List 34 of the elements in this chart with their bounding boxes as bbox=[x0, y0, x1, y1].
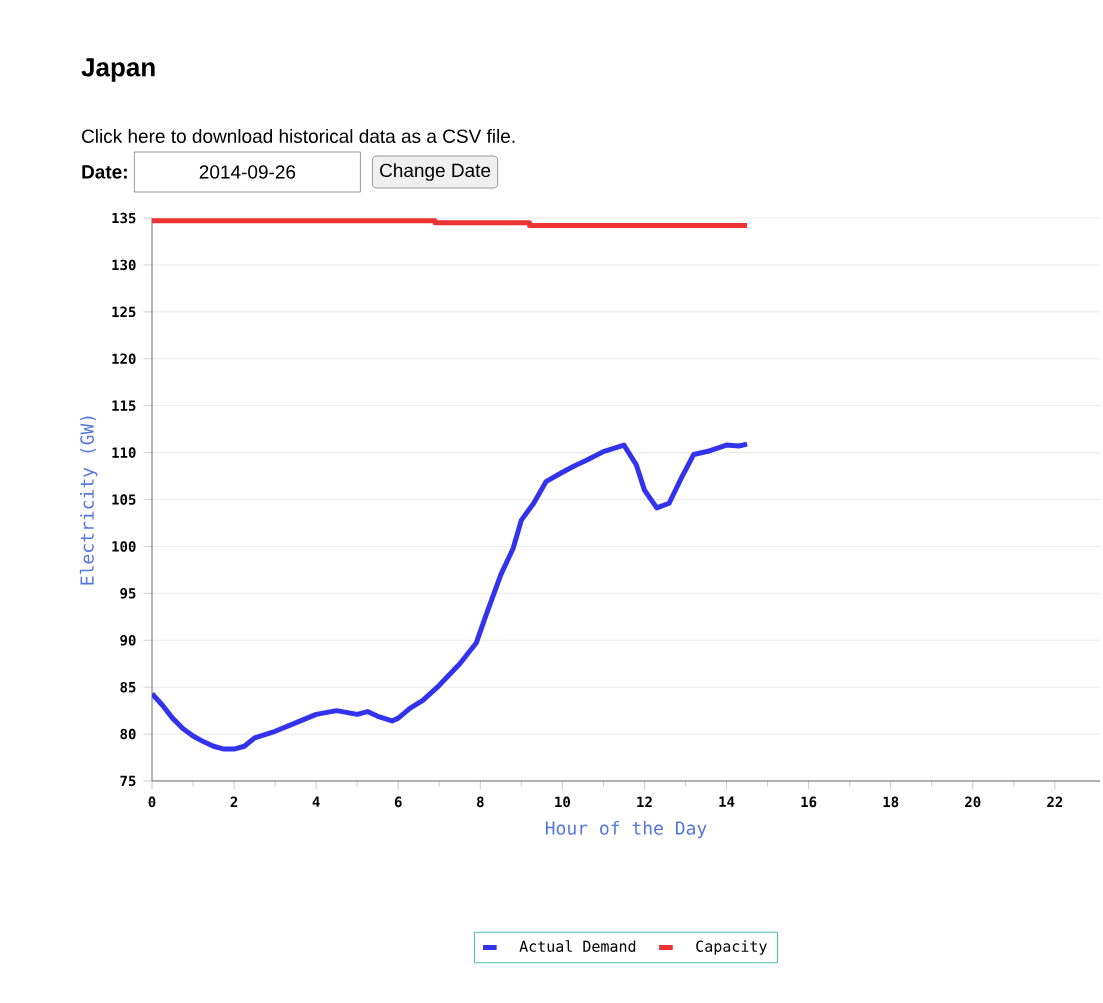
y-tick-label: 85 bbox=[120, 681, 136, 693]
x-tick-label: 6 bbox=[394, 796, 402, 808]
x-tick-label: 4 bbox=[312, 796, 320, 807]
y-tick-label: 105 bbox=[112, 494, 136, 505]
x-tick-label: 0 bbox=[148, 796, 156, 808]
y-tick-label: 80 bbox=[120, 728, 136, 740]
y-tick-label: 125 bbox=[112, 306, 136, 318]
y-tick-label: 100 bbox=[112, 541, 136, 552]
legend-label: Actual Demand bbox=[519, 940, 636, 952]
y-tick-label: 135 bbox=[112, 212, 136, 224]
text: Change Date bbox=[380, 163, 491, 181]
text: Click here to download historical data as a CSV file. bbox=[82, 129, 515, 143]
x-tick-label: 2 bbox=[230, 796, 238, 807]
y-tick-label: 120 bbox=[112, 353, 136, 365]
y-tick-label: 130 bbox=[112, 259, 136, 271]
y-axis-title: Electricity (GW) bbox=[79, 416, 98, 585]
y-tick-label: 115 bbox=[112, 400, 136, 411]
y-tick-label: 110 bbox=[112, 447, 136, 458]
y-tick-label: 75 bbox=[120, 775, 136, 787]
legend-label: Capacity bbox=[696, 940, 767, 955]
x-tick-label: 20 bbox=[965, 796, 981, 808]
x-tick-label: 14 bbox=[719, 796, 735, 807]
text: Date: bbox=[82, 165, 127, 179]
x-tick-label: 22 bbox=[1047, 796, 1063, 807]
y-tick-label: 95 bbox=[120, 588, 136, 599]
x-axis-title: Hour of the Day bbox=[545, 820, 707, 839]
text: 2014-09-26 bbox=[199, 165, 296, 179]
x-tick-label: 12 bbox=[637, 796, 652, 807]
x-tick-label: 8 bbox=[476, 796, 484, 808]
x-tick-label: 10 bbox=[555, 796, 570, 808]
chart-title: Japan bbox=[81, 58, 155, 82]
y-tick-label: 90 bbox=[120, 634, 136, 646]
x-tick-label: 18 bbox=[883, 796, 899, 808]
x-tick-label: 16 bbox=[801, 796, 817, 808]
